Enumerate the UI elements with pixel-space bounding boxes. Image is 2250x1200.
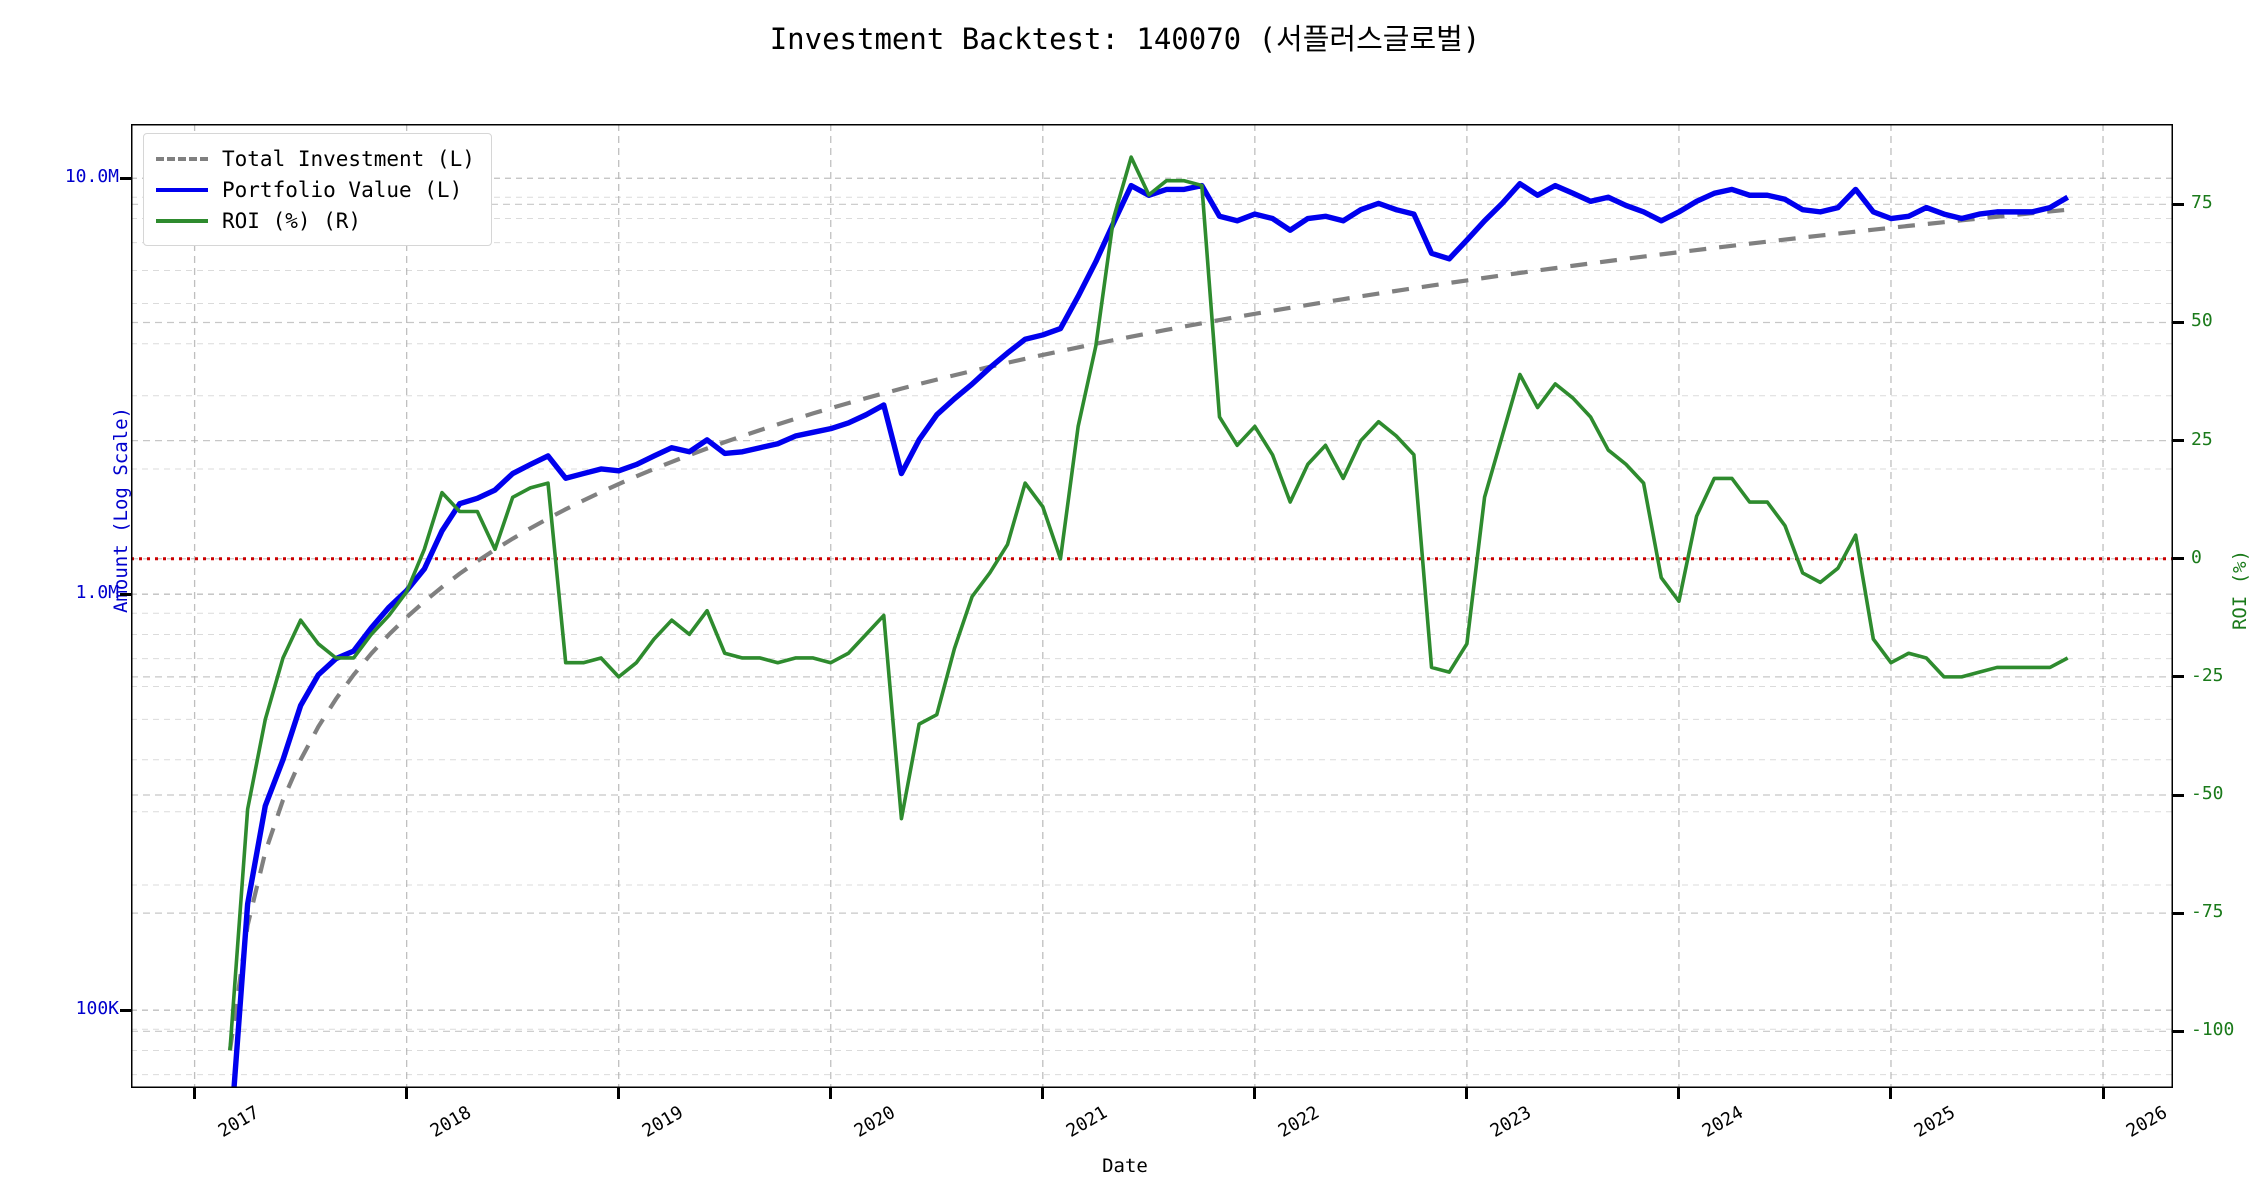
x-tick-label: 2021 — [1062, 1102, 1111, 1142]
series-total-investment-l — [227, 207, 2068, 1051]
legend-item-2[interactable]: Portfolio Value (L) — [156, 174, 475, 205]
legend-swatch-icon — [156, 218, 208, 223]
legend-swatch-icon — [156, 156, 208, 161]
left-tick-label: 1.0M — [75, 582, 119, 604]
right-tick-label: 25 — [2191, 428, 2213, 450]
legend-item-3[interactable]: ROI (%) (R) — [156, 205, 475, 236]
x-tick-mark — [2101, 1088, 2105, 1099]
legend-label: ROI (%) (R) — [222, 208, 362, 233]
right-tick-mark — [2173, 557, 2184, 561]
right-tick-mark — [2173, 911, 2184, 915]
right-tick-label: 50 — [2191, 310, 2213, 332]
legend-item-1[interactable]: Total Investment (L) — [156, 143, 475, 174]
x-tick-label: 2024 — [1698, 1102, 1747, 1142]
x-tick-mark — [405, 1088, 409, 1099]
left-tick-mark — [120, 1008, 131, 1012]
chart-title: Investment Backtest: 140070 (서플러스글로벌) — [769, 22, 1481, 56]
right-tick-mark — [2173, 675, 2184, 679]
x-tick-label: 2018 — [426, 1102, 475, 1142]
x-tick-label: 2020 — [850, 1102, 899, 1142]
gridlines — [131, 124, 2173, 1088]
x-tick-mark — [829, 1088, 833, 1099]
left-tick-mark — [120, 176, 131, 180]
x-tick-mark — [617, 1088, 621, 1099]
x-tick-label: 2017 — [214, 1102, 263, 1142]
series-roi-r — [228, 155, 2069, 1051]
right-tick-label: 75 — [2191, 192, 2213, 214]
chart-svg — [131, 124, 2173, 1088]
x-tick-label: 2025 — [1910, 1102, 1959, 1142]
x-tick-mark — [1889, 1088, 1893, 1099]
plot-area — [131, 124, 2173, 1088]
right-tick-label: -100 — [2191, 1019, 2235, 1041]
right-tick-mark — [2173, 202, 2184, 206]
x-tick-mark — [1041, 1088, 1045, 1099]
right-tick-label: -75 — [2191, 901, 2224, 923]
right-tick-mark — [2173, 439, 2184, 443]
right-tick-mark — [2173, 793, 2184, 797]
right-tick-label: -50 — [2191, 783, 2224, 805]
x-tick-label: 2026 — [2122, 1102, 2171, 1142]
x-tick-label: 2019 — [638, 1102, 687, 1142]
x-tick-mark — [1465, 1088, 1469, 1099]
left-tick-label: 10.0M — [64, 166, 119, 188]
legend-label: Portfolio Value (L) — [222, 177, 463, 202]
x-tick-mark — [1253, 1088, 1257, 1099]
right-tick-mark — [2173, 320, 2184, 324]
series-lines — [227, 155, 2070, 1088]
series-portfolio-value-l — [231, 181, 2070, 1088]
left-tick-label: 100K — [75, 998, 119, 1020]
x-tick-label: 2022 — [1274, 1102, 1323, 1142]
legend-label: Total Investment (L) — [222, 146, 475, 171]
x-tick-mark — [1677, 1088, 1681, 1099]
left-tick-mark — [120, 592, 131, 596]
right-tick-mark — [2173, 1029, 2184, 1033]
x-tick-label: 2023 — [1486, 1102, 1535, 1142]
x-tick-mark — [193, 1088, 197, 1099]
legend-swatch-icon — [156, 187, 208, 192]
x-axis-label: Date — [1102, 1155, 1148, 1177]
right-tick-label: -25 — [2191, 664, 2224, 686]
plot-border — [131, 124, 2173, 1088]
right-tick-label: 0 — [2191, 546, 2202, 568]
left-axis-label-wrap: Amount (Log Scale) — [0, 360, 132, 660]
chart-legend[interactable]: Total Investment (L) Portfolio Value (L) R… — [143, 133, 492, 246]
